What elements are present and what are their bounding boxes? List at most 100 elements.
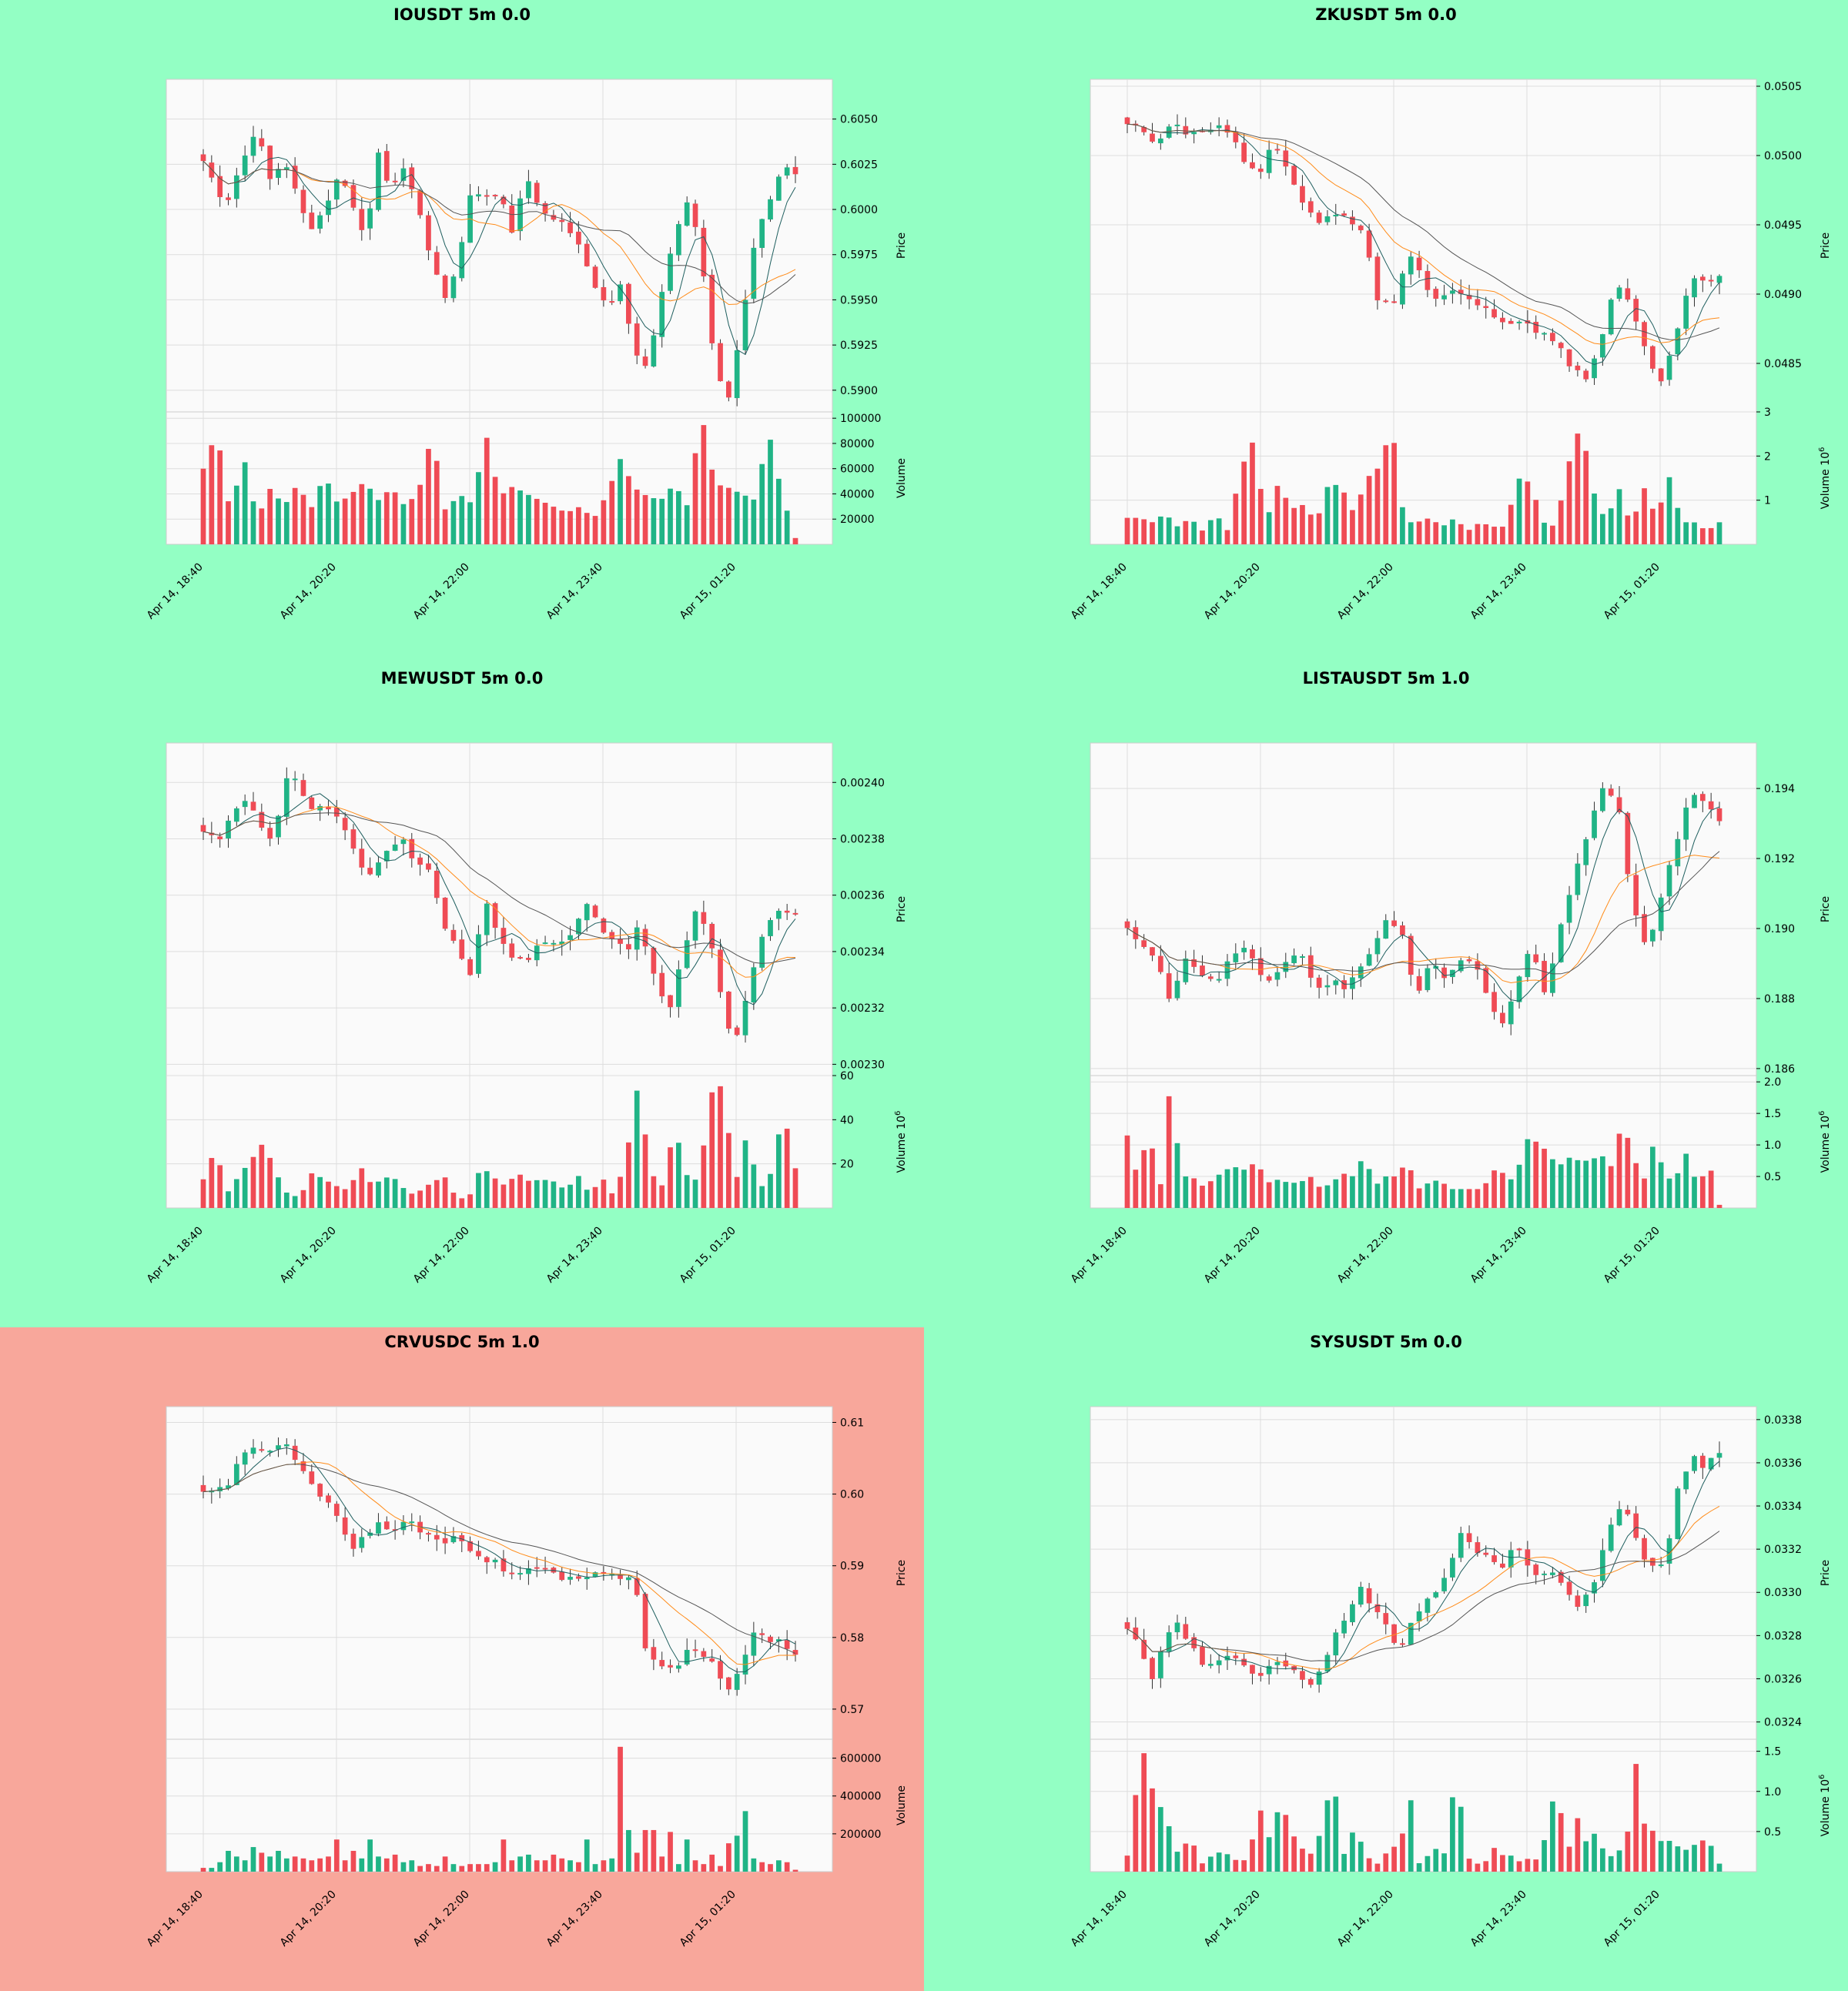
candle-body (1625, 1509, 1631, 1514)
volume-bar (1257, 1810, 1264, 1872)
candle-body (292, 1445, 298, 1461)
candle-body (1283, 150, 1289, 167)
moving-average-line (1127, 1461, 1720, 1675)
candle-body (601, 286, 607, 301)
candle-body (1608, 1524, 1614, 1551)
volume-bar (1166, 517, 1172, 544)
candle-body (1341, 980, 1347, 989)
volume-bar (1307, 1853, 1314, 1872)
volume-panel (1090, 1075, 1757, 1209)
candle-body (459, 1535, 465, 1541)
volume-bar (1274, 1180, 1281, 1208)
candle-body (759, 936, 765, 968)
candle-body (768, 920, 773, 936)
volume-bar (233, 1856, 239, 1872)
x-tick-label: Apr 14, 18:40 (145, 561, 206, 622)
volume-bar (559, 510, 565, 544)
candle-body (1183, 959, 1189, 982)
candle-body (784, 910, 790, 913)
volume-bar (1583, 1841, 1589, 1872)
price-tick-label: 0.188 (1764, 993, 1795, 1006)
volume-tick-label: 2.0 (1764, 1076, 1781, 1089)
candle-body (342, 1517, 348, 1535)
volume-bar (576, 1862, 581, 1872)
volume-tick-label: 60 (840, 1070, 854, 1083)
candle-body (626, 1577, 631, 1581)
volume-bar (676, 1864, 681, 1872)
candle-body (383, 151, 390, 181)
candle-body (1692, 278, 1697, 298)
candle-body (592, 266, 598, 288)
candle-body (1157, 1651, 1163, 1678)
volume-tick-label: 40000 (840, 488, 875, 500)
volume-bar (1366, 1169, 1372, 1208)
candle-body (1191, 132, 1197, 135)
candle-body (1316, 212, 1322, 223)
volume-bar (1441, 1853, 1447, 1872)
volume-bar (1708, 1845, 1714, 1872)
candle-body (1366, 230, 1372, 258)
volume-bar (1316, 513, 1322, 544)
volume-bar (1241, 461, 1247, 544)
moving-average-line (1127, 1531, 1720, 1661)
volume-bar (1424, 518, 1431, 544)
volume-bar (226, 1850, 231, 1872)
price-axis-label: Price (1820, 1560, 1832, 1586)
volume-panel (1090, 411, 1757, 545)
volume-bar (1658, 1162, 1664, 1208)
candle-body (442, 275, 448, 299)
volume-bar (567, 510, 573, 544)
chart-cell: ZKUSDT 5m 0.0 Apr 14, 18:40 Apr 14, 20:20 A… (924, 0, 1848, 664)
volume-bar (775, 478, 782, 544)
candle-body (1675, 1488, 1681, 1540)
candle-body (1124, 921, 1130, 929)
volume-tick-label: 200000 (840, 1829, 881, 1841)
volume-bar (376, 1181, 381, 1208)
candle-body (684, 202, 690, 226)
volume-bar (476, 472, 481, 544)
candle-body (259, 811, 265, 828)
volume-bar (317, 486, 323, 544)
candle-body (1583, 370, 1589, 380)
volume-bar (383, 1177, 390, 1208)
volume-exponent: 6 (1818, 447, 1826, 452)
candle-body (1324, 216, 1331, 223)
candle-body (1583, 1594, 1589, 1607)
candle-body (1266, 976, 1272, 981)
volume-tick-label: 1.5 (1764, 1746, 1781, 1758)
volume-bar (1491, 1848, 1497, 1872)
volume-bar (1558, 1812, 1564, 1872)
volume-bar (359, 1168, 365, 1208)
volume-bar (1383, 1176, 1389, 1208)
candle-body (1550, 1572, 1555, 1575)
volume-tick-label: 80000 (840, 438, 875, 450)
volume-bar (784, 510, 790, 544)
candle-body (1583, 839, 1589, 865)
volume-bar (1350, 1176, 1355, 1208)
candle-body (233, 175, 239, 199)
candle-body (1508, 1550, 1514, 1568)
volume-bar (1450, 1797, 1455, 1872)
x-tick-label: Apr 14, 22:00 (411, 561, 472, 622)
candle-body (1391, 920, 1397, 926)
candle-body (417, 857, 423, 865)
candle-body (534, 182, 540, 203)
x-tick-label: Apr 15, 01:20 (1602, 1225, 1662, 1286)
candle-body (326, 807, 331, 810)
candle-body (584, 243, 590, 266)
candle-body (1224, 1655, 1230, 1661)
x-tick-label: Apr 14, 23:40 (1468, 561, 1529, 622)
volume-bar (1416, 1188, 1422, 1208)
volume-bar (242, 1167, 248, 1208)
volume-bar (242, 1860, 248, 1872)
volume-bar (342, 498, 348, 544)
candle-body (1124, 1622, 1130, 1629)
volume-bar (742, 1811, 748, 1872)
candle-body (1533, 322, 1539, 333)
volume-bar (618, 1746, 623, 1872)
volume-bar (1692, 522, 1697, 544)
moving-average-line (203, 806, 796, 978)
volume-bar (1207, 1181, 1214, 1208)
volume-bar (642, 1829, 648, 1872)
volume-bar (734, 1176, 740, 1208)
